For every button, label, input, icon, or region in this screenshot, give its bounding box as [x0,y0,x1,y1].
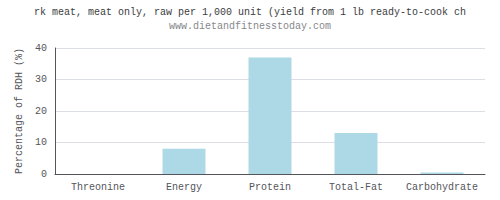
svg-text:Protein: Protein [249,182,291,193]
svg-text:rk meat, meat only, raw per 1,: rk meat, meat only, raw per 1,000 unit (… [34,7,466,18]
svg-text:10: 10 [35,137,47,148]
svg-text:30: 30 [35,74,47,85]
svg-text:Energy: Energy [166,182,202,193]
svg-text:40: 40 [35,43,47,54]
svg-text:20: 20 [35,106,47,117]
svg-text:Threonine: Threonine [71,182,125,193]
svg-text:www.dietandfitnesstoday.com: www.dietandfitnesstoday.com [169,21,331,32]
svg-text:0: 0 [41,169,47,180]
svg-text:Carbohydrate: Carbohydrate [406,182,478,193]
svg-text:Total-Fat: Total-Fat [329,182,383,193]
svg-text:Percentage of RDH (%): Percentage of RDH (%) [14,48,25,174]
